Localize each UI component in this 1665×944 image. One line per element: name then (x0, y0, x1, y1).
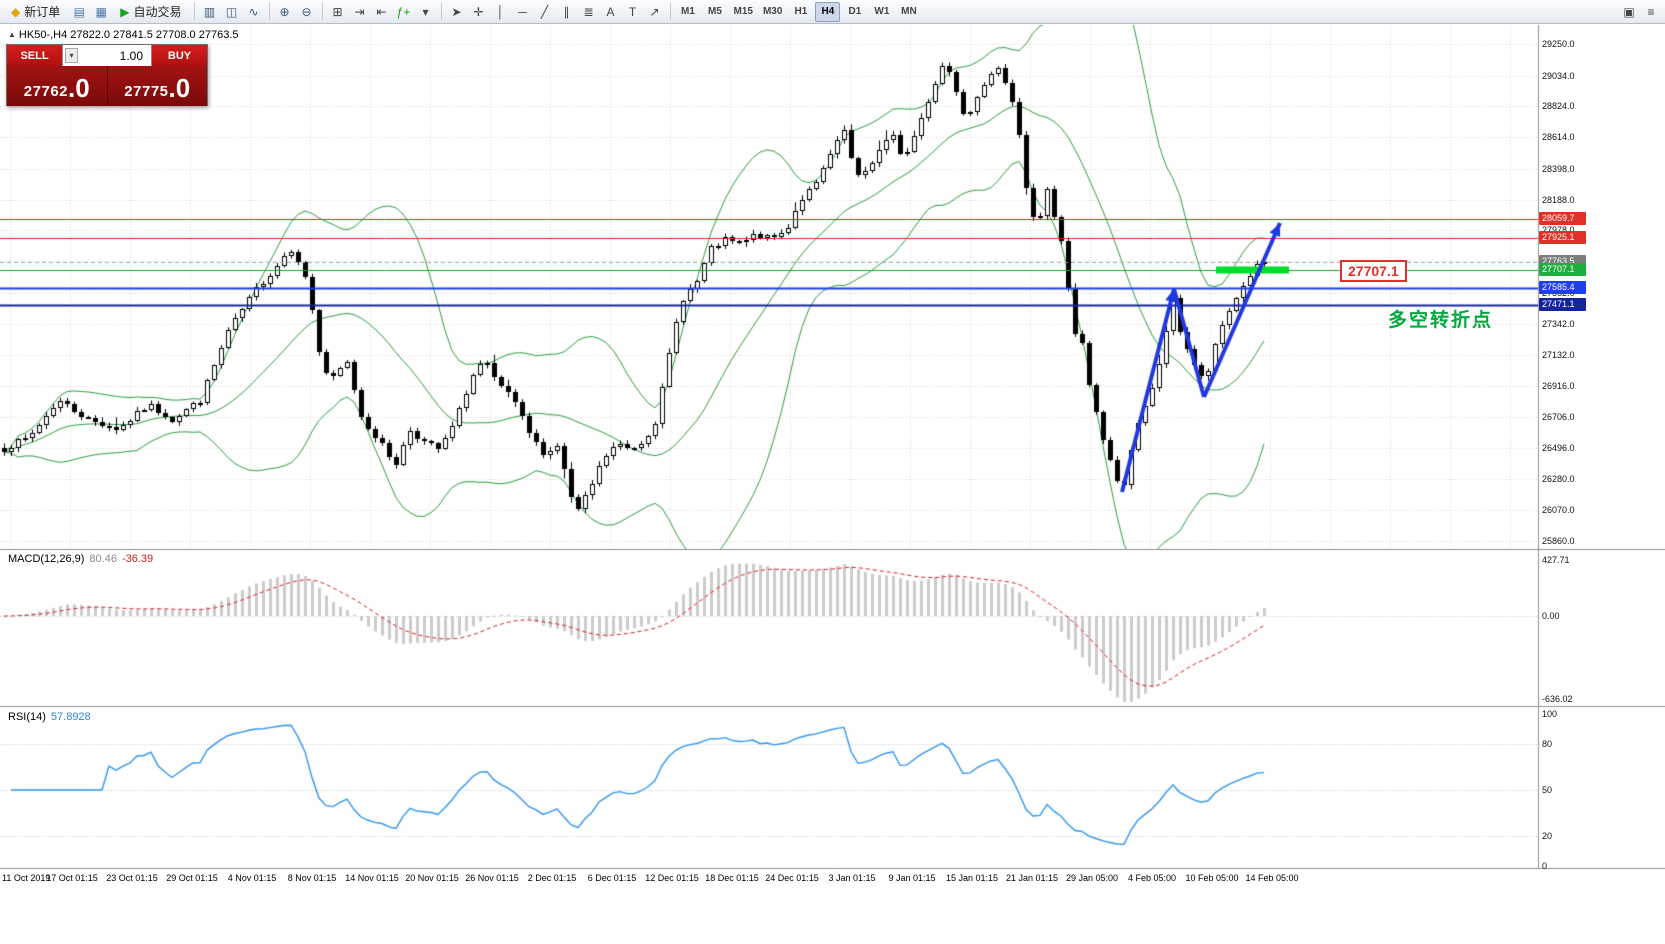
buy-price-frac: .0 (168, 73, 191, 103)
window-menu-icon[interactable]: ≡ (1647, 4, 1655, 19)
timeframe-m1-button[interactable]: M1 (681, 6, 695, 17)
vertical-line-icon-glyph: │ (496, 4, 505, 19)
turning-point-annotation: 多空转折点 (1388, 310, 1494, 331)
volume-spinner-icon[interactable]: ▾ (65, 48, 78, 63)
horizontal-line-icon[interactable]: ─ (513, 2, 533, 22)
new-order-button[interactable]: ◆ 新订单 (4, 2, 67, 22)
timeframe-h4-button[interactable]: H4 (815, 1, 841, 22)
sell-button[interactable]: SELL (7, 45, 62, 66)
candlestick-chart-icon-glyph: ◫ (225, 4, 238, 19)
trendline-icon-glyph: ╱ (540, 4, 549, 19)
volume-value: 1.00 (119, 48, 143, 63)
timeframe-w1-button[interactable]: W1 (874, 6, 890, 17)
macd-value-signal: -36.39 (121, 553, 154, 565)
timeframe-m5-button[interactable]: M5 (708, 6, 722, 17)
channel-icon-glyph: ∥ (563, 4, 570, 19)
macd-value-main: 80.46 (89, 553, 117, 565)
label-icon-glyph: T (628, 4, 637, 19)
indicators-icon-glyph: ƒ+ (396, 4, 411, 19)
new-order-glyph: ◆ (11, 4, 21, 19)
toolbar-separator (669, 3, 671, 20)
one-click-trading-panel: SELL ▾ 1.00 BUY 27762.0 27775.0 (6, 44, 208, 106)
new-chart-icon[interactable]: ▣ (1623, 4, 1635, 19)
symbol-ohlc-text: HK50-,H4 27822.0 27841.5 27708.0 27763.5 (18, 29, 239, 41)
trade-panel-divider (106, 66, 108, 106)
cursor-icon[interactable]: ➤ (447, 2, 467, 22)
macd-indicator-label: MACD(12,26,9) 80.46 -36.39 (8, 553, 153, 565)
periods-dropdown-icon[interactable]: ▾ (416, 2, 436, 22)
tile-windows-icon[interactable]: ⊞ (328, 2, 348, 22)
indicators-icon[interactable]: ƒ+ (394, 2, 414, 22)
level-price-tag[interactable]: 27707.1 (1340, 260, 1407, 282)
text-icon[interactable]: A (601, 2, 621, 22)
auto-trading-button[interactable]: ▶ 自动交易 (113, 2, 188, 22)
data-window-icon[interactable]: ▦ (91, 2, 111, 22)
auto-trading-button-label: 自动交易 (133, 5, 182, 19)
sell-price-button[interactable]: 27762.0 (7, 66, 107, 106)
zoom-out-icon[interactable]: ⊖ (297, 2, 317, 22)
arrows-icon-glyph: ↗ (649, 4, 660, 19)
timeframe-mn-button[interactable]: MN (901, 6, 917, 17)
toolbar: ◆ 新订单 ▤ ▦ ▶ 自动交易 ▥ ◫ ∿ ⊕ ⊖ ⊞ ⇥ ⇤ ƒ+ ▾ ➤ ✛ │ ─ ╱ ∥ ≣ A T ↗ M1 M5 M15 M… (0, 0, 1665, 24)
toolbar-separator (440, 3, 442, 20)
toolbar-separator (193, 3, 195, 20)
buy-price-button[interactable]: 27775.0 (108, 66, 208, 106)
candlestick-chart-icon[interactable]: ◫ (222, 2, 242, 22)
bars-chart-icon[interactable]: ▥ (200, 2, 220, 22)
new-order-button-label: 新订单 (24, 5, 61, 19)
text-icon-glyph: A (606, 4, 615, 19)
label-icon[interactable]: T (623, 2, 643, 22)
periods-dropdown-icon-glyph: ▾ (422, 4, 429, 19)
horizontal-line-icon-glyph: ─ (518, 4, 527, 19)
auto-scroll-icon[interactable]: ⇥ (350, 2, 370, 22)
tile-windows-icon-glyph: ⊞ (332, 4, 343, 19)
zoom-in-icon[interactable]: ⊕ (275, 2, 295, 22)
channel-icon[interactable]: ∥ (557, 2, 577, 22)
crosshair-icon[interactable]: ✛ (469, 2, 489, 22)
toolbar-separator (268, 3, 270, 20)
fibonacci-icon[interactable]: ≣ (579, 2, 599, 22)
auto-trading-glyph: ▶ (120, 4, 130, 19)
charts-profile-icon-glyph: ▤ (73, 4, 85, 19)
rsi-indicator-label: RSI(14) 57.8928 (8, 711, 91, 723)
sell-price-main: 27762 (23, 83, 69, 100)
timeframe-m15-button[interactable]: M15 (733, 6, 753, 17)
toolbar-right-group: ▣ ≡ (1618, 2, 1662, 22)
sell-price-frac: .0 (68, 73, 90, 103)
crosshair-icon-glyph: ✛ (473, 4, 484, 19)
chart-symbol-header: ▲ HK50-,H4 27822.0 27841.5 27708.0 27763.… (8, 29, 239, 41)
timeframe-h1-button[interactable]: H1 (794, 6, 808, 17)
buy-price-main: 27775 (124, 83, 169, 100)
zoom-in-icon-glyph: ⊕ (279, 4, 290, 19)
symbol-marker-icon: ▲ (8, 30, 16, 39)
trendline-icon[interactable]: ╱ (535, 2, 555, 22)
timeframe-m30-button[interactable]: M30 (762, 6, 783, 17)
fibonacci-icon-glyph: ≣ (583, 4, 594, 19)
chart-shift-icon[interactable]: ⇤ (372, 2, 392, 22)
arrows-icon[interactable]: ↗ (645, 2, 665, 22)
rsi-name: RSI(14) (8, 711, 46, 723)
line-chart-icon-glyph: ∿ (248, 4, 259, 19)
buy-button[interactable]: BUY (152, 45, 207, 66)
timeframe-d1-button[interactable]: D1 (848, 6, 862, 17)
bars-chart-icon-glyph: ▥ (203, 4, 216, 19)
timeframe-toolbar: M1 M5 M15 M30 H1 H4 D1 W1 MN (675, 1, 923, 22)
chart-shift-icon-glyph: ⇤ (376, 4, 387, 19)
rsi-value: 57.8928 (50, 711, 91, 723)
data-window-icon-glyph: ▦ (95, 4, 107, 19)
toolbar-separator (321, 3, 323, 20)
volume-field[interactable]: ▾ 1.00 (62, 45, 152, 66)
macd-name: MACD(12,26,9) (8, 553, 85, 565)
vertical-line-icon[interactable]: │ (491, 2, 511, 22)
charts-profile-icon[interactable]: ▤ (69, 2, 89, 22)
line-chart-icon[interactable]: ∿ (244, 2, 264, 22)
cursor-icon-glyph: ➤ (451, 4, 462, 19)
zoom-out-icon-glyph: ⊖ (301, 4, 312, 19)
auto-scroll-icon-glyph: ⇥ (354, 4, 365, 19)
